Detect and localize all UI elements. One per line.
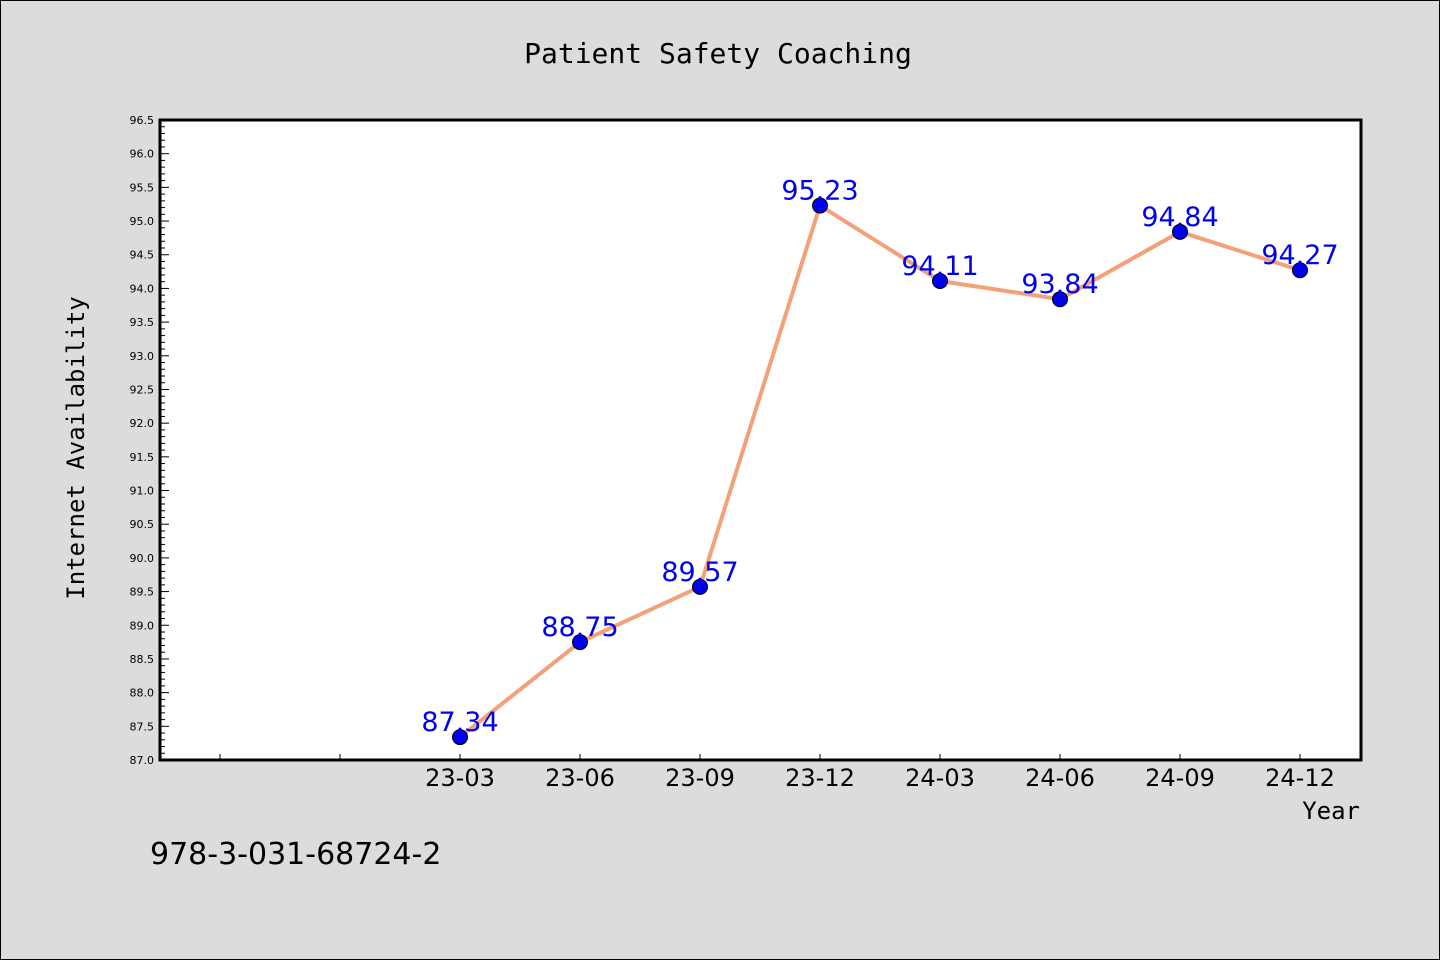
series-layer: 87.34 88.75 89.57 95.23 94.11 93.84 94.84 94.27 bbox=[421, 176, 1339, 746]
y-tick-label: 96.0 bbox=[130, 148, 155, 161]
data-label: 94.11 bbox=[901, 251, 978, 282]
y-tick-label: 90.5 bbox=[130, 518, 155, 531]
y-tick-label: 95.0 bbox=[130, 215, 155, 228]
y-tick-label: 92.0 bbox=[130, 417, 155, 430]
x-axis-label: Year bbox=[1302, 797, 1360, 825]
data-point bbox=[692, 578, 708, 595]
y-tick-label: 96.5 bbox=[130, 114, 155, 127]
data-label: 88.75 bbox=[541, 612, 618, 643]
y-tick-label: 89.0 bbox=[130, 619, 155, 632]
data-label: 94.84 bbox=[1141, 202, 1218, 233]
x-tick-label: 24-03 bbox=[905, 764, 975, 792]
data-point bbox=[932, 273, 948, 290]
data-point bbox=[1292, 262, 1308, 279]
series-line bbox=[458, 203, 1301, 739]
footer-code: 978-3-031-68724-2 bbox=[150, 837, 441, 872]
x-tick-label: 23-03 bbox=[425, 764, 495, 792]
y-tick-label: 88.0 bbox=[130, 687, 155, 700]
y-tick-label: 93.0 bbox=[130, 350, 155, 363]
y-tick-label: 89.5 bbox=[130, 586, 155, 599]
data-label: 93.84 bbox=[1021, 269, 1098, 300]
data-point bbox=[812, 197, 828, 214]
x-tick-label: 23-09 bbox=[665, 764, 735, 792]
y-tick-label: 93.5 bbox=[130, 316, 155, 329]
y-tick-label: 91.5 bbox=[130, 451, 155, 464]
x-tick-label: 24-12 bbox=[1265, 764, 1335, 792]
y-tick-label: 92.5 bbox=[130, 383, 155, 396]
y-tick-label: 95.5 bbox=[130, 181, 155, 194]
data-label: 95.23 bbox=[781, 176, 858, 207]
y-tick-label: 94.0 bbox=[130, 282, 155, 295]
plot-area bbox=[160, 120, 1361, 760]
data-point bbox=[572, 634, 588, 651]
x-tick-label: 23-12 bbox=[785, 764, 855, 792]
data-point bbox=[452, 729, 468, 746]
data-point bbox=[1052, 291, 1068, 308]
y-tick-label: 88.5 bbox=[130, 653, 155, 666]
plot-frame bbox=[158, 118, 1363, 762]
x-tick-label: 24-06 bbox=[1025, 764, 1095, 792]
y-tick-label: 91.0 bbox=[130, 485, 155, 498]
data-label: 87.34 bbox=[421, 707, 498, 738]
y-tick-label: 90.0 bbox=[130, 552, 155, 565]
chart-title: Patient Safety Coaching bbox=[524, 37, 912, 70]
y-axis-label: Internet Availability bbox=[62, 296, 90, 599]
data-label: 94.27 bbox=[1261, 240, 1338, 271]
y-tick-label: 87.5 bbox=[130, 720, 155, 733]
data-label: 89.57 bbox=[661, 557, 738, 588]
x-tick-label: 23-06 bbox=[545, 764, 615, 792]
y-axis-ticks: 87.0 87.5 88.0 88.5 89.0 89.5 90.0 90.5 91.0 91.5… bbox=[130, 114, 169, 767]
x-tick-label: 24-09 bbox=[1145, 764, 1215, 792]
data-point bbox=[1172, 223, 1188, 240]
y-tick-label: 94.5 bbox=[130, 249, 155, 262]
y-tick-label: 87.0 bbox=[130, 754, 155, 767]
